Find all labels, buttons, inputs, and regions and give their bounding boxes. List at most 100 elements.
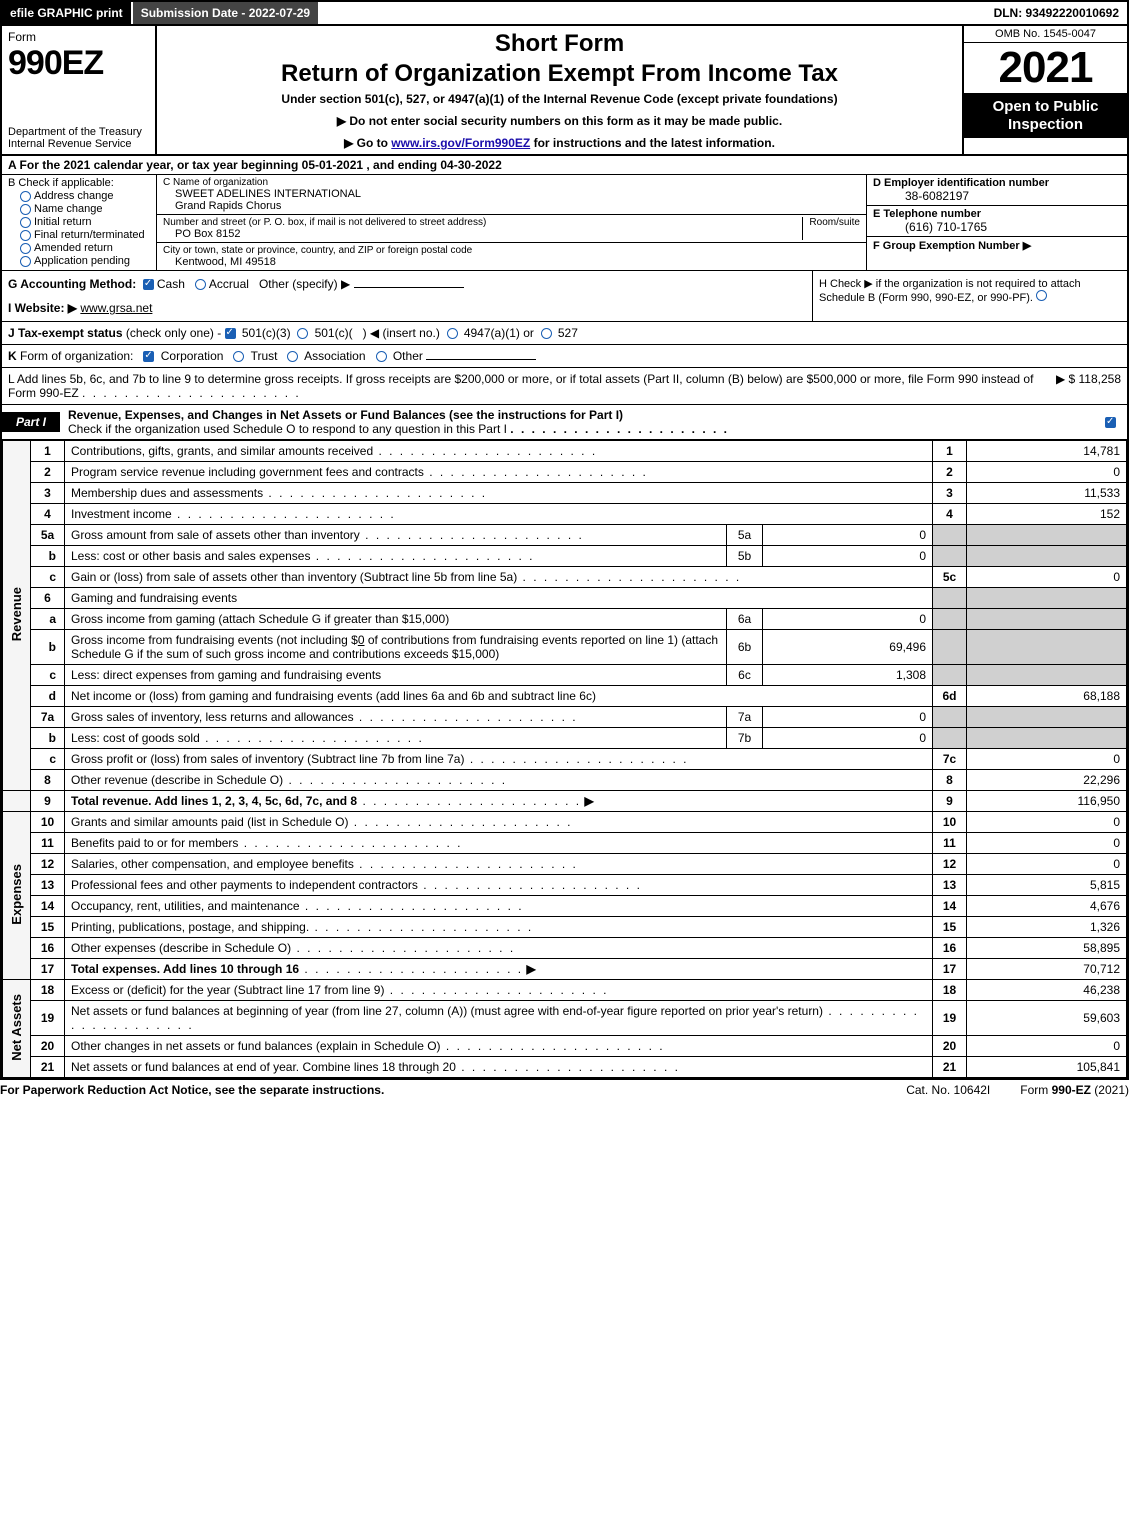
dln-text: DLN: 93492220010692 [986,2,1127,24]
line-g: G Accounting Method: Cash Accrual Other … [8,277,806,291]
chk-accrual[interactable] [195,279,206,290]
ln-16: 16 [31,938,65,959]
ln-14: 14 [31,896,65,917]
amt-3: 11,533 [967,483,1127,504]
sub-5a: 0 [763,525,933,546]
line-h: H Check ▶ if the organization is not req… [812,271,1127,321]
amt-9: 116,950 [967,791,1127,812]
tel-label: E Telephone number [873,208,1121,220]
part-i-check-text: Check if the organization used Schedule … [68,422,507,436]
ssn-warning: ▶ Do not enter social security numbers o… [165,114,954,128]
amt-12: 0 [967,854,1127,875]
amt-5c: 0 [967,567,1127,588]
chk-h[interactable] [1036,290,1047,301]
efile-print-button[interactable]: efile GRAPHIC print [2,2,133,24]
chk-cash[interactable] [143,279,154,290]
amt-10: 0 [967,812,1127,833]
chk-4947[interactable] [447,328,458,339]
amt-17: 70,712 [967,959,1127,980]
other-org-input[interactable] [426,359,536,360]
expenses-sidebar: Expenses [9,864,24,925]
amt-1: 14,781 [967,441,1127,462]
chk-501c3[interactable] [225,328,236,339]
other-specify-input[interactable] [354,287,464,288]
org-name-2: Grand Rapids Chorus [163,200,860,212]
ln-5c: c [31,567,65,588]
form-number: 990EZ [8,44,149,83]
amt-8: 22,296 [967,770,1127,791]
ln-13: 13 [31,875,65,896]
ln-5b: b [31,546,65,567]
section-c: C Name of organization SWEET ADELINES IN… [157,175,867,270]
ln-7c: c [31,749,65,770]
ln-9: 9 [31,791,65,812]
chk-association[interactable] [287,351,298,362]
sub-7b: 0 [763,728,933,749]
chk-address-change[interactable] [20,191,31,202]
room-suite-label: Room/suite [802,217,860,240]
gross-receipts-amount: ▶ $ 118,258 [1044,372,1121,400]
amt-6d: 68,188 [967,686,1127,707]
section-b: B Check if applicable: Address change Na… [2,175,157,270]
line-k: K Form of organization: Corporation Trus… [2,345,1127,368]
subtitle: Under section 501(c), 527, or 4947(a)(1)… [165,92,954,106]
submission-date-button[interactable]: Submission Date - 2022-07-29 [133,2,318,24]
ln-18: 18 [31,980,65,1001]
form-label: Form [8,30,149,44]
sub-7a: 0 [763,707,933,728]
tax-year: 2021 [964,43,1127,93]
chk-schedule-o[interactable] [1105,417,1116,428]
chk-initial-return[interactable] [20,217,31,228]
top-bar: efile GRAPHIC print Submission Date - 20… [2,2,1127,26]
chk-name-change[interactable] [20,204,31,215]
ln-11: 11 [31,833,65,854]
line-i: I Website: ▶ www.grsa.net [8,301,806,315]
footer-left: For Paperwork Reduction Act Notice, see … [0,1083,876,1097]
ln-12: 12 [31,854,65,875]
org-name-1: SWEET ADELINES INTERNATIONAL [163,188,860,200]
amt-7c: 0 [967,749,1127,770]
amt-16: 58,895 [967,938,1127,959]
ln-1: 1 [31,441,65,462]
ln-2: 2 [31,462,65,483]
website-link[interactable]: www.grsa.net [80,301,152,315]
group-exemption-label: F Group Exemption Number ▶ [873,239,1121,252]
omb-number: OMB No. 1545-0047 [964,26,1127,43]
ln-6d: d [31,686,65,707]
ln-19: 19 [31,1001,65,1036]
amt-18: 46,238 [967,980,1127,1001]
ln-6b: b [31,630,65,665]
chk-501c[interactable] [297,328,308,339]
chk-corporation[interactable] [143,351,154,362]
amt-19: 59,603 [967,1001,1127,1036]
chk-527[interactable] [541,328,552,339]
chk-other[interactable] [376,351,387,362]
amt-11: 0 [967,833,1127,854]
section-def: D Employer identification number 38-6082… [867,175,1127,270]
address-value: PO Box 8152 [163,228,786,240]
chk-final-return[interactable] [20,230,31,241]
chk-trust[interactable] [233,351,244,362]
open-public-badge: Open to Public Inspection [964,93,1127,138]
ln-20: 20 [31,1036,65,1057]
amt-21: 105,841 [967,1057,1127,1078]
amt-14: 4,676 [967,896,1127,917]
c-name-label: C Name of organization [163,177,860,188]
ln-8: 8 [31,770,65,791]
sub-6b: 69,496 [763,630,933,665]
amt-15: 1,326 [967,917,1127,938]
part-i-table: Revenue 1 Contributions, gifts, grants, … [2,440,1127,1078]
line-l: L Add lines 5b, 6c, and 7b to line 9 to … [2,368,1127,405]
ein-value: 38-6082197 [873,189,1121,203]
line-j: J Tax-exempt status (check only one) - 5… [2,322,1127,345]
part-i-bar: Part I Revenue, Expenses, and Changes in… [2,405,1127,440]
amt-4: 152 [967,504,1127,525]
block-bcdef: B Check if applicable: Address change Na… [2,175,1127,271]
irs-link[interactable]: www.irs.gov/Form990EZ [391,136,530,150]
ln-5a: 5a [31,525,65,546]
chk-amended-return[interactable] [20,243,31,254]
ln-6: 6 [31,588,65,609]
b-label: B Check if applicable: [8,177,150,189]
addr-label: Number and street (or P. O. box, if mail… [163,217,786,228]
chk-application-pending[interactable] [20,256,31,267]
